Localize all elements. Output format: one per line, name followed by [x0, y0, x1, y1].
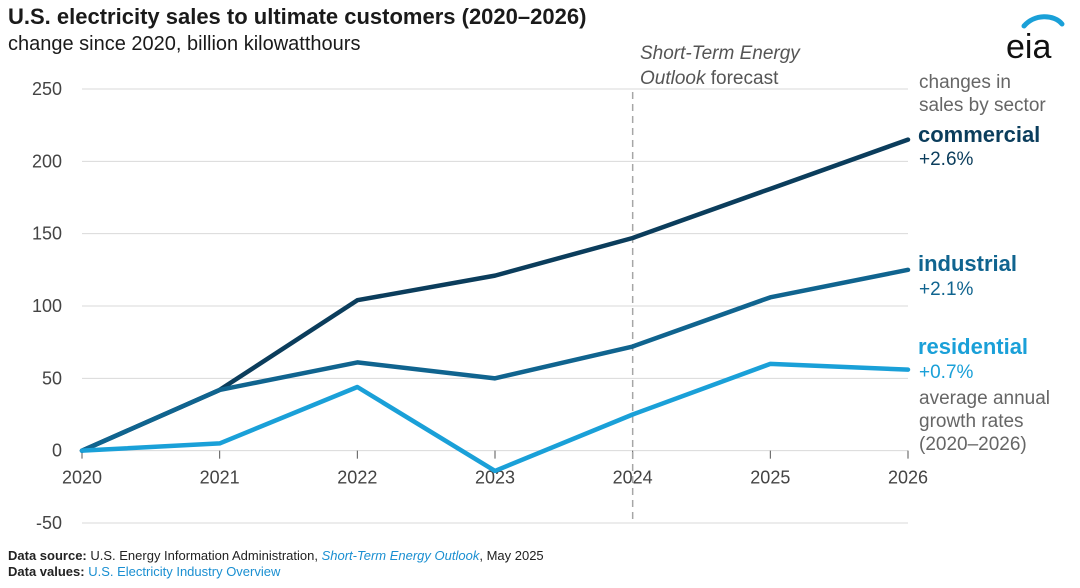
series-label-industrial: industrial: [918, 251, 1018, 276]
y-tick-label: -50: [36, 513, 62, 533]
data-source-link[interactable]: Short-Term Energy Outlook: [321, 548, 480, 563]
chart-subtitle: change since 2020, billion kilowatthours: [8, 33, 361, 55]
y-tick-label: 50: [42, 368, 62, 388]
series-rate-industrial: +2.1%: [919, 279, 974, 300]
y-tick-label: 100: [32, 296, 62, 316]
y-tick-label: 150: [32, 224, 62, 244]
x-tick-label: 2025: [750, 468, 790, 488]
eia-logo: eia: [1006, 14, 1065, 66]
data-values-label: Data values:: [8, 564, 85, 579]
series-label-residential: residential: [918, 334, 1029, 359]
legend-header: changes in sales by sector: [919, 71, 1046, 117]
forecast-label-forecast: forecast: [705, 68, 779, 89]
x-tick-label: 2023: [475, 468, 515, 488]
series-line-industrial: [79, 267, 911, 453]
growth-note-line3: (2020–2026): [919, 434, 1027, 455]
forecast-label-line1: Short-Term Energy: [640, 43, 800, 64]
series-line-residential: [79, 361, 911, 474]
x-tick-label: 2021: [200, 468, 240, 488]
chart-title: U.S. electricity sales to ultimate custo…: [8, 4, 587, 29]
forecast-label-outlook: Outlook: [640, 68, 706, 89]
x-tick-label: 2022: [337, 468, 377, 488]
data-values-link[interactable]: U.S. Electricity Industry Overview: [88, 564, 281, 579]
x-tick-label: 2020: [62, 468, 102, 488]
data-source-date: , May 2025: [479, 548, 544, 563]
data-source-line: Data source: U.S. Energy Information Adm…: [8, 548, 544, 564]
y-tick-label: 200: [32, 151, 62, 171]
series-rate-commercial: +2.6%: [919, 149, 974, 170]
growth-rate-note: average annual growth rates (2020–2026): [919, 387, 1050, 456]
logo-text: eia: [1006, 28, 1051, 66]
series-rate-residential: +0.7%: [919, 362, 974, 383]
legend-header-line2: sales by sector: [919, 95, 1046, 116]
growth-note-line2: growth rates: [919, 411, 1024, 432]
data-source-text: U.S. Energy Information Administration,: [86, 548, 322, 563]
data-values-line: Data values: U.S. Electricity Industry O…: [8, 564, 544, 580]
footer: Data source: U.S. Energy Information Adm…: [8, 548, 544, 580]
y-tick-label: 0: [52, 441, 62, 461]
growth-note-line1: average annual: [919, 388, 1050, 409]
forecast-label: Short-Term Energy Outlook forecast: [640, 41, 800, 91]
y-tick-label: 250: [32, 79, 62, 99]
series-label-commercial: commercial: [918, 122, 1041, 147]
legend-header-line1: changes in: [919, 72, 1011, 93]
x-tick-label: 2026: [888, 468, 928, 488]
data-source-label: Data source:: [8, 548, 87, 563]
